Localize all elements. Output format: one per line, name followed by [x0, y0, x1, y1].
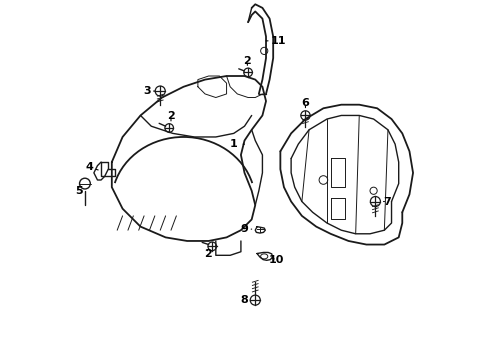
Text: 2: 2	[243, 56, 251, 66]
Text: 9: 9	[240, 224, 251, 234]
Text: 11: 11	[265, 36, 286, 46]
Text: 8: 8	[240, 295, 247, 305]
Text: 5: 5	[75, 186, 82, 196]
Text: 1: 1	[229, 139, 244, 149]
Text: 6: 6	[301, 98, 309, 108]
Text: 2: 2	[167, 111, 175, 121]
Text: 3: 3	[143, 86, 155, 96]
Text: 10: 10	[268, 255, 284, 265]
Text: 2: 2	[203, 248, 211, 258]
Text: 4: 4	[85, 162, 98, 172]
Text: 7: 7	[383, 197, 390, 207]
